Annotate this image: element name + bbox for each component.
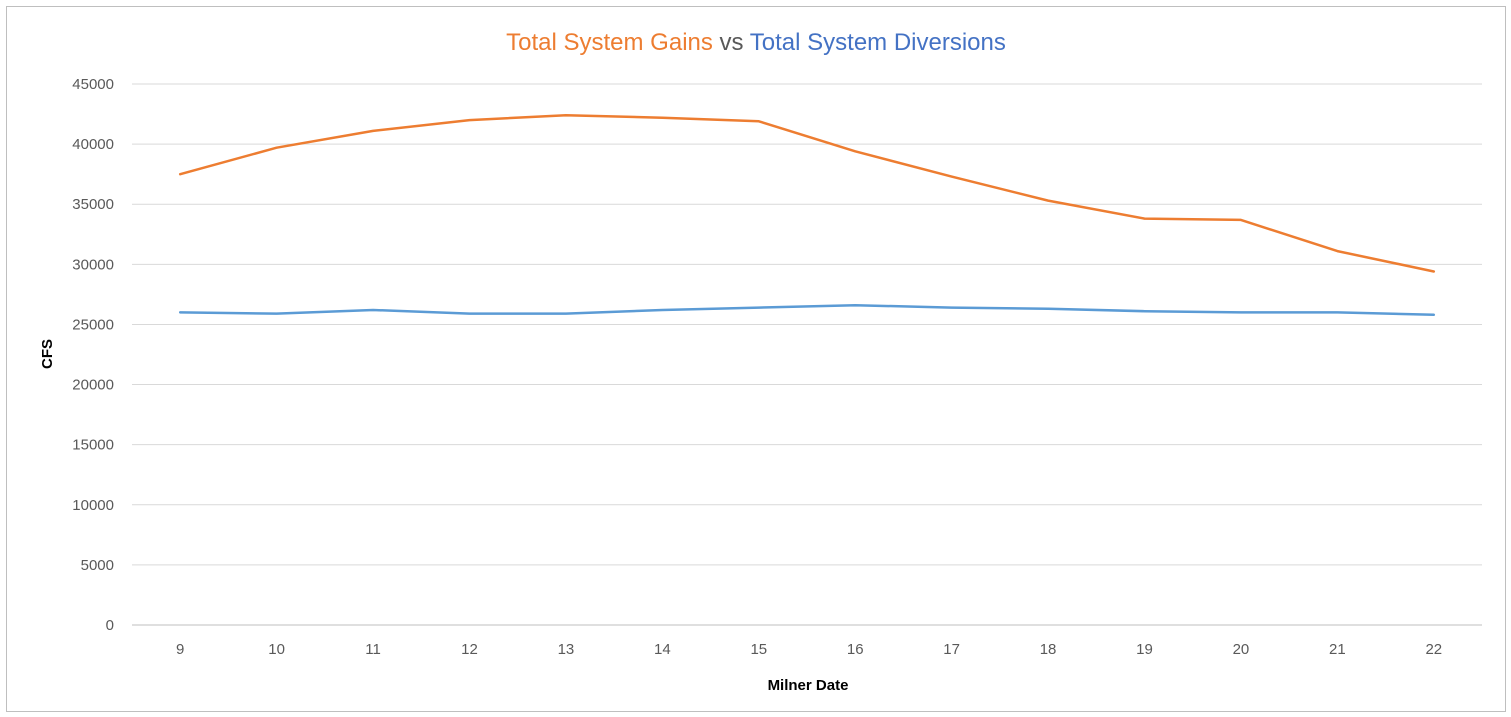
y-tick-label: 10000 [72, 497, 114, 514]
chart-frame [6, 6, 1506, 712]
x-tick-label: 14 [654, 641, 671, 658]
x-tick-label: 19 [1136, 641, 1153, 658]
x-axis-title: Milner Date [768, 677, 849, 694]
x-tick-label: 12 [461, 641, 478, 658]
y-tick-label: 40000 [72, 136, 114, 153]
y-tick-label: 15000 [72, 437, 114, 454]
chart-title-part: vs [713, 29, 750, 56]
y-tick-label: 30000 [72, 256, 114, 273]
x-tick-label: 15 [750, 641, 767, 658]
series-line-0 [178, 114, 1436, 273]
x-tick-label: 17 [943, 641, 960, 658]
y-tick-label: 5000 [81, 557, 114, 574]
series-line-1 [178, 303, 1436, 317]
x-tick-label: 10 [268, 641, 285, 658]
chart-title-part: Total System Diversions [750, 29, 1006, 56]
x-tick-label: 21 [1329, 641, 1346, 658]
x-tick-label: 22 [1425, 641, 1442, 658]
y-tick-label: 0 [106, 617, 114, 634]
x-tick-labels: 9 10 11 12 13 14 15 16 17 18 19 20 21 22 [176, 641, 1442, 658]
y-tick-label: 20000 [72, 377, 114, 394]
x-tick-label: 11 [365, 641, 381, 658]
chart-title: Total System Gains vs Total System Diver… [506, 29, 1006, 56]
y-axis-title: CFS [39, 339, 56, 369]
x-tick-label: 13 [558, 641, 575, 658]
x-tick-label: 20 [1233, 641, 1250, 658]
y-tick-label: 45000 [72, 76, 114, 93]
x-tick-label: 16 [847, 641, 864, 658]
y-tick-label: 35000 [72, 196, 114, 213]
y-tick-labels: 0 5000 10000 15000 20000 25000 30000 35000 40000… [72, 76, 114, 634]
chart-title-part: Total System Gains [506, 29, 713, 56]
gridlines [132, 83, 1482, 626]
x-tick-label: 18 [1040, 641, 1057, 658]
x-tick-label: 9 [176, 641, 184, 658]
series-lines [178, 114, 1436, 317]
y-tick-label: 25000 [72, 316, 114, 333]
